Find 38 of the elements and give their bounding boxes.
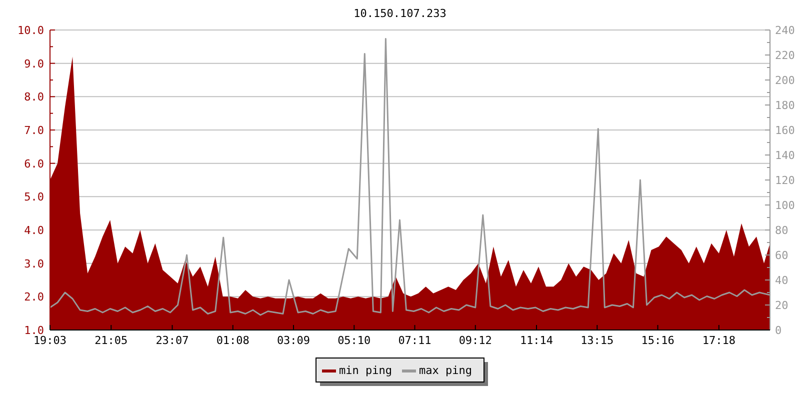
x-tick-label: 19:03 xyxy=(33,334,67,347)
y-tick-label: 4.0 xyxy=(24,224,44,237)
legend-label: min ping xyxy=(339,364,392,377)
y2-tick-label: 180 xyxy=(775,99,795,112)
x-tick-label: 07:11 xyxy=(398,334,432,347)
y2-tick-label: 80 xyxy=(775,224,788,237)
y-tick-label: 10.0 xyxy=(18,24,44,37)
y-tick-label: 1.0 xyxy=(24,324,44,337)
y2-tick-label: 40 xyxy=(775,274,788,287)
y-tick-label: 9.0 xyxy=(24,57,44,70)
y2-tick-label: 0 xyxy=(775,324,782,337)
x-tick-label: 09:12 xyxy=(458,334,492,347)
y-tick-label: 5.0 xyxy=(24,190,44,204)
y2-tick-label: 20 xyxy=(775,299,788,312)
y-tick-label: 3.0 xyxy=(24,257,44,270)
x-tick-label: 13:15 xyxy=(580,334,614,347)
y-tick-label: 2.0 xyxy=(24,290,44,304)
x-tick-label: 17:18 xyxy=(702,334,736,347)
legend-label: max ping xyxy=(419,364,472,377)
y2-tick-label: 140 xyxy=(775,149,795,162)
x-tick-label: 11:14 xyxy=(520,334,554,347)
x-tick-label: 15:16 xyxy=(641,334,674,347)
y2-tick-label: 200 xyxy=(775,74,795,87)
y2-tick-label: 220 xyxy=(775,49,795,62)
y-tick-label: 7.0 xyxy=(24,124,44,137)
y2-tick-label: 240 xyxy=(775,24,795,37)
x-tick-label: 03:09 xyxy=(276,334,310,347)
x-tick-label: 21:05 xyxy=(94,334,128,347)
y2-tick-label: 100 xyxy=(775,199,795,212)
y2-tick-label: 120 xyxy=(775,174,795,187)
y2-tick-label: 60 xyxy=(775,249,788,262)
x-tick-label: 01:08 xyxy=(216,334,250,347)
chart-title: 10.150.107.233 xyxy=(354,7,446,20)
y-tick-label: 8.0 xyxy=(24,90,44,104)
x-tick-label: 23:07 xyxy=(156,334,189,347)
y-tick-label: 6.0 xyxy=(24,157,44,170)
y2-tick-label: 160 xyxy=(775,124,795,137)
x-tick-label: 05:10 xyxy=(338,334,371,347)
